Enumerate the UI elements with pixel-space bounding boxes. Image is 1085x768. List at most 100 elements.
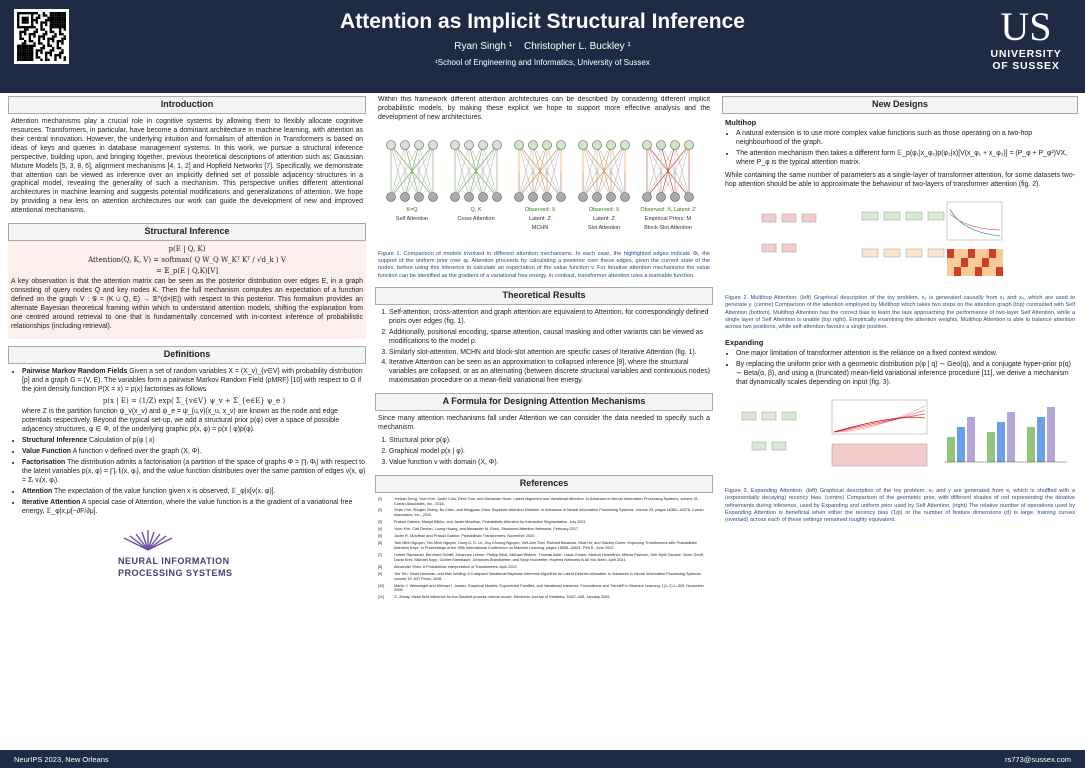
qr-module [23,56,27,59]
qr-module [47,37,50,41]
qr-module [23,42,27,45]
qr-module [28,46,32,50]
reference-label: [11] [378,595,385,600]
bullet-text: A special case of Attention, where the v… [22,498,353,515]
figure-art [761,411,777,421]
logo-text: PROCESSING SYSTEMS [118,568,233,579]
figure-art [674,144,690,197]
figure: K=Q Self Attention Q, K Cross Attention Obse… [386,140,696,231]
figure-art [147,534,161,551]
figure-art [833,405,926,433]
figure-art [947,437,955,463]
section: Structural Inference p(E | Q, K) Attention… [8,223,366,340]
reference-text: Yee Teh, David Newman, and Max Welling. … [394,571,702,581]
paragraph: A key observation is that the attention … [11,278,363,331]
qr-module [44,23,48,27]
qr-module [61,23,64,27]
qr-module [54,14,57,17]
qr-module [47,51,50,55]
qr-module [58,30,62,34]
figure-art [606,192,616,202]
figure-art [989,258,996,268]
qr-module [37,56,41,59]
author: Christopher L. Buckley ¹ [524,41,631,52]
qr-module [51,30,55,34]
qr-module [42,46,46,50]
bullet-text: Calculation of p(φ | x) [89,436,155,444]
qr-module [40,49,43,52]
reference-label: [7] [378,552,383,557]
qr-module [42,14,46,17]
qr-module [58,12,62,15]
qr-module [51,12,55,15]
qr-module [63,25,66,29]
qr-module [63,58,66,61]
qr-module [61,42,64,45]
qr-module [19,49,22,52]
figure-label: Slot Attention [588,225,620,231]
figure-art [771,441,787,451]
qr-module [28,44,32,48]
qr-module [56,14,60,17]
neurips-logo: NEURAL INFORMATION PROCESSING SYSTEMS [118,526,366,579]
qr-module [35,53,39,57]
qr-module [58,18,62,22]
figure-art [141,532,149,551]
list-item: Graphical model p(x | φ). [389,448,713,457]
bullet-list: A natural extension is to use more compl… [722,130,1078,168]
qr-module [33,35,36,38]
qr-module [26,46,29,50]
qr-module [56,21,60,24]
figure [741,399,1067,467]
section: Definitions Pairwise Markov Random Fields… [8,346,366,580]
qr-module [17,12,20,15]
qr-module [21,58,25,61]
figure-art [927,249,945,258]
figure-art [546,144,562,197]
qr-module [30,44,34,48]
qr-module [21,30,25,34]
figure-art [996,258,1003,268]
qr-module [17,25,20,29]
figure-art [518,144,562,198]
figure-art [578,140,588,150]
figure-art [949,213,1001,231]
figure-art [610,144,626,197]
qr-module [44,32,48,36]
figure-art [468,144,498,198]
qr-module [30,32,34,36]
figure-label: Latent: Z [529,216,551,222]
reference: [2] Xinjie Fan, Shujian Zhang, Bo Chen, a… [378,508,710,518]
qr-module [26,18,29,22]
qr-module [23,28,27,31]
figure-art [997,422,1005,463]
qr-module [61,21,64,24]
qr-module [58,32,62,36]
figure-art [514,140,524,150]
figure-art [684,140,694,150]
qr-module [28,12,32,15]
figure-art [954,267,961,277]
bullet-item: Value Function A function v defined over… [22,448,366,457]
figure-art [905,212,923,221]
qr-module [49,14,53,17]
figure-art [968,249,975,259]
reference-label: [10] [378,583,385,588]
term: Factorisation [22,458,66,466]
figure-art [1027,427,1035,463]
qr-module [23,53,27,57]
qr-module [37,42,41,45]
qr-module [49,51,53,55]
qr-code [14,9,69,64]
qr-module [51,46,55,50]
section: References [1] Yuntian Deng, Yoon Kim, Jus… [375,474,713,600]
authors: Ryan Singh ¹ Christopher L. Buckley ¹ [0,41,1085,52]
qr-module [17,46,20,50]
qr-module [49,25,53,29]
qr-module [26,51,29,55]
title: Attention as Implicit Structural Inferen… [340,10,745,33]
figure-art [947,249,954,259]
qr-module [56,18,60,22]
qr-module [63,18,66,22]
figure-art [492,140,502,150]
